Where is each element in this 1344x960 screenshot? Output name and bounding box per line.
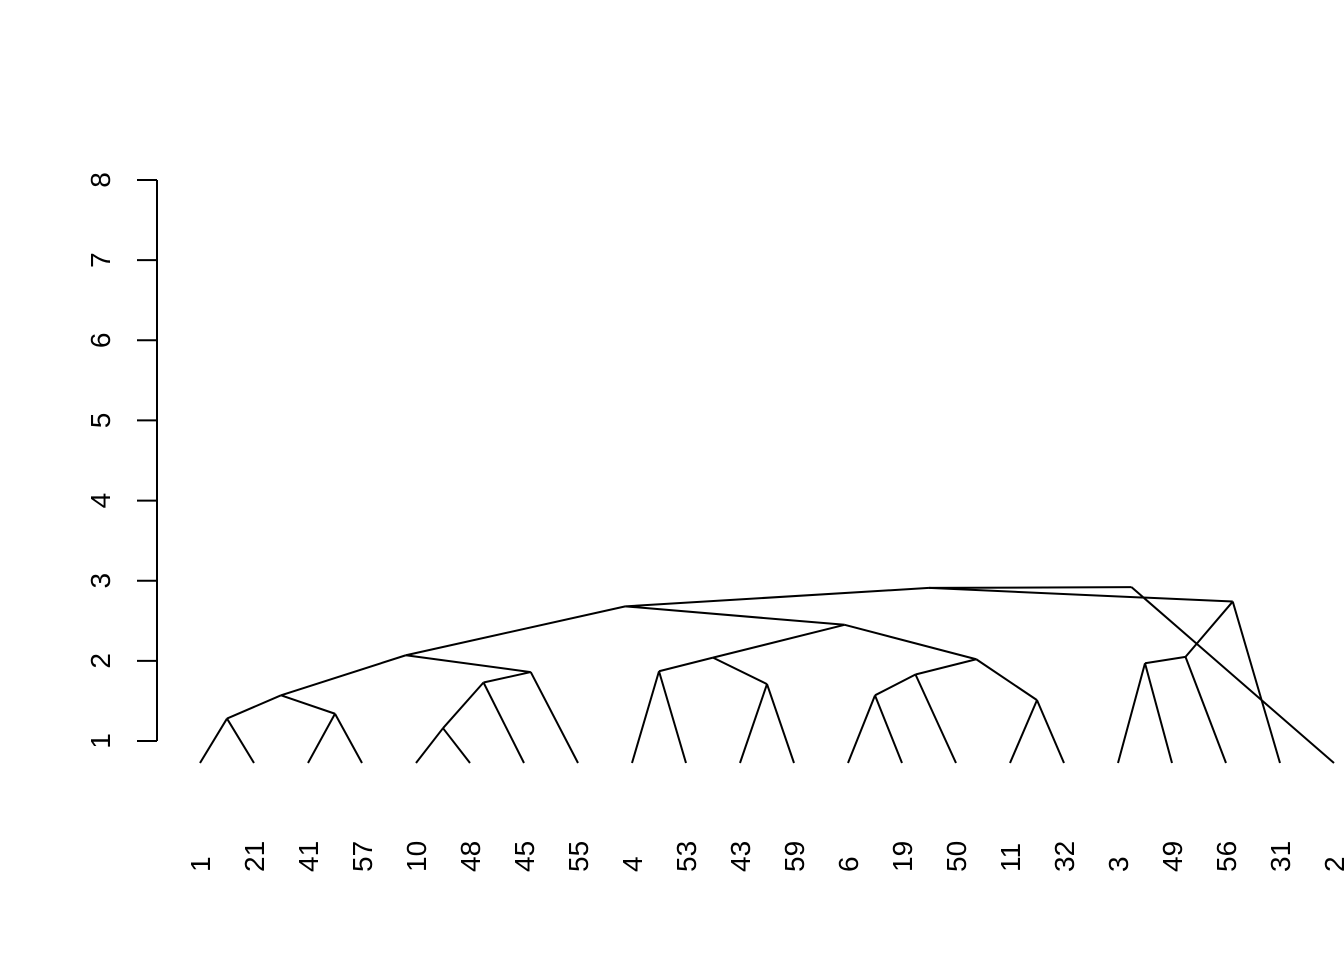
leaf-label: 3 <box>1103 856 1134 872</box>
dendrogram-branch <box>1144 655 1186 665</box>
dendrogram-branch <box>631 670 660 764</box>
dendrogram-branch <box>1036 699 1065 764</box>
dendrogram-branch <box>405 654 531 674</box>
leaf-label: 48 <box>455 841 486 872</box>
leaf-label: 55 <box>563 841 594 872</box>
leaf-label: 32 <box>1049 841 1080 872</box>
leaf-label: 45 <box>509 841 540 872</box>
dendrogram-branch <box>915 658 977 676</box>
dendrogram-branch <box>739 683 768 764</box>
leaf-label: 53 <box>671 841 702 872</box>
leaf-label: 49 <box>1157 841 1188 872</box>
dendrogram-branch <box>415 727 444 764</box>
dendrogram-branch <box>280 654 407 697</box>
y-tick-label: 5 <box>85 413 116 429</box>
y-axis: 1 2 3 4 5 6 7 8 <box>85 172 158 749</box>
leaf-label: 31 <box>1265 841 1296 872</box>
dendrogram-branch <box>658 670 687 764</box>
dendrogram-branch <box>874 694 903 764</box>
leaf-label: 1 <box>185 856 216 872</box>
dendrogram-branches <box>199 586 1335 764</box>
leaf-label: 57 <box>347 841 378 872</box>
dendrogram-branch <box>1184 656 1227 764</box>
dendrogram-branch <box>625 586 930 608</box>
dendrogram-branch <box>874 673 916 697</box>
dendrogram-branch <box>658 656 714 673</box>
dendrogram-branch <box>766 683 795 764</box>
dendrogram-branch <box>442 727 471 764</box>
leaf-label: 21 <box>239 841 270 872</box>
dendrogram-branch <box>442 681 485 729</box>
dendrogram-branch <box>483 671 531 684</box>
dendrogram-branch <box>844 623 977 661</box>
dendrogram-branch <box>928 586 1132 589</box>
dendrogram-branch <box>1009 699 1038 764</box>
leaf-labels: 1 21 41 57 10 48 45 55 4 53 43 59 6 19 50 11 32 3 49 56 31 2 <box>185 841 1344 872</box>
leaf-label: 4 <box>617 856 648 872</box>
y-tick-label: 4 <box>85 493 116 509</box>
dendrogram-branch <box>405 605 626 657</box>
leaf-label: 43 <box>725 841 756 872</box>
leaf-label: 19 <box>887 841 918 872</box>
dendrogram-branch <box>975 658 1038 701</box>
y-tick-label: 8 <box>85 172 116 188</box>
y-tick-label: 3 <box>85 573 116 589</box>
leaf-label: 11 <box>995 843 1026 872</box>
dendrogram-branch <box>529 671 579 764</box>
leaf-label: 56 <box>1211 841 1242 872</box>
leaf-label: 2 <box>1319 856 1344 872</box>
dendrogram-branch <box>712 656 768 685</box>
dendrogram-branch <box>280 694 336 715</box>
dendrogram-branch <box>928 586 1233 603</box>
leaf-label: 10 <box>401 841 432 872</box>
dendrogram-branch <box>1117 663 1146 764</box>
leaf-label: 59 <box>779 841 810 872</box>
y-tick-label: 1 <box>85 733 116 749</box>
dendrogram-branch <box>1144 663 1173 764</box>
dendrogram-branch <box>307 713 336 764</box>
dendrogram-branch <box>712 623 845 659</box>
leaf-label: 41 <box>293 841 324 872</box>
dendrogram-branch <box>334 713 363 764</box>
dendrogram-branch <box>226 694 282 720</box>
y-tick-label: 6 <box>85 332 116 348</box>
y-tick-label: 2 <box>85 653 116 669</box>
dendrogram-branch <box>199 718 228 764</box>
dendrogram-branch <box>482 682 525 764</box>
dendrogram-branch <box>226 718 255 764</box>
dendrogram-branch <box>1231 601 1281 764</box>
dendrogram-branch <box>1130 586 1335 764</box>
y-tick-label: 7 <box>85 252 116 268</box>
dendrogram-branch <box>625 605 845 626</box>
leaf-label: 6 <box>833 856 864 872</box>
dendrogram-branch <box>1184 600 1234 658</box>
leaf-label: 50 <box>941 841 972 872</box>
dendrogram-branch <box>847 694 876 764</box>
dendrogram-branch <box>914 674 957 764</box>
